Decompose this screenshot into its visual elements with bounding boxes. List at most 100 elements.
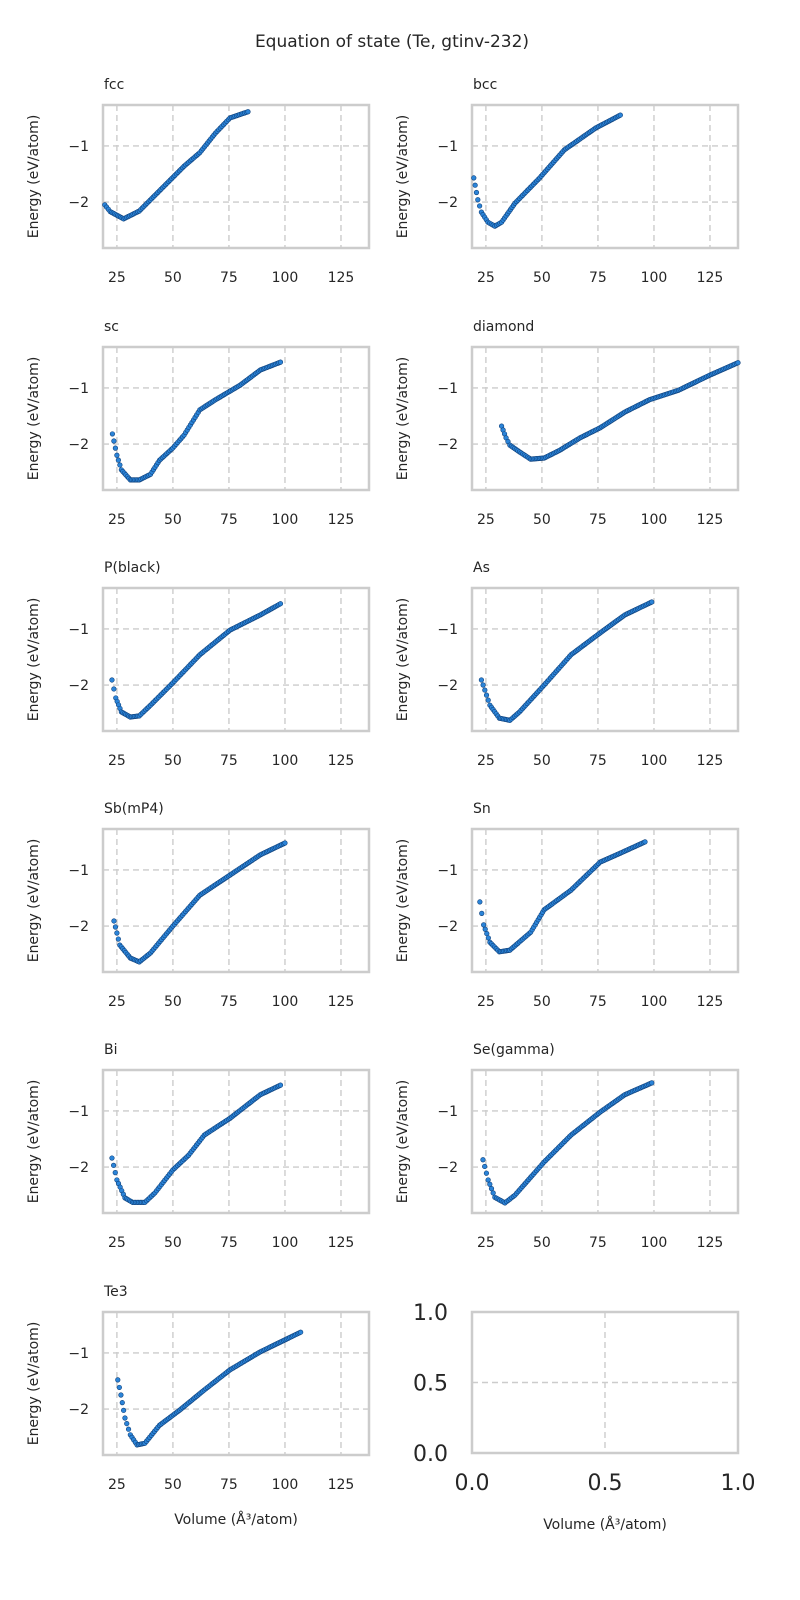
plot-frame xyxy=(101,1068,371,1215)
data-point xyxy=(277,601,284,607)
data-point xyxy=(111,686,117,692)
data-point xyxy=(115,457,121,463)
x-tick-label: 25 xyxy=(477,994,495,1010)
data-point xyxy=(125,1426,132,1432)
data-point xyxy=(484,930,490,937)
data-point xyxy=(112,1170,118,1176)
data-point xyxy=(475,197,481,203)
x-tick-label: 125 xyxy=(328,994,355,1010)
data-point xyxy=(121,1407,127,1413)
plot-frame xyxy=(470,586,740,733)
subplot-diamond: 25 50 75 100 125 −1 −2 diamond Energy (eV/atom) xyxy=(395,319,741,528)
x-tick-label: 25 xyxy=(108,270,126,286)
x-tick-label: 75 xyxy=(220,753,238,769)
figure-title: Equation of state (Te, gtinv-232) xyxy=(255,32,529,52)
y-tick-label: −2 xyxy=(437,919,458,935)
x-axis-label: Volume (Å³/atom) xyxy=(543,1516,667,1533)
subplot-title: Se(gamma) xyxy=(473,1042,555,1058)
y-tick-label: −2 xyxy=(437,1160,458,1176)
data-point xyxy=(481,922,487,928)
x-tick-label: 75 xyxy=(220,1235,238,1251)
x-tick-label: 50 xyxy=(164,753,182,769)
y-axis-label: Energy (eV/atom) xyxy=(26,1322,42,1446)
data-point xyxy=(477,203,483,209)
x-tick-label: 75 xyxy=(220,994,238,1010)
x-tick-label: 25 xyxy=(477,753,495,769)
data-point xyxy=(112,924,119,930)
plot-frame xyxy=(101,103,371,250)
x-tick-label: 0.5 xyxy=(588,1471,623,1496)
data-point xyxy=(735,360,741,366)
plot-frame xyxy=(470,103,740,250)
x-tick-label: 0.0 xyxy=(455,1471,490,1496)
x-tick-label: 75 xyxy=(589,270,607,286)
x-tick-label: 100 xyxy=(272,994,299,1010)
y-tick-label: −1 xyxy=(68,863,89,879)
data-point xyxy=(119,1400,125,1406)
y-axis-label: Energy (eV/atom) xyxy=(395,357,411,481)
data-point xyxy=(111,438,117,444)
y-axis-label: Energy (eV/atom) xyxy=(395,598,411,722)
subplot-title: As xyxy=(473,560,490,576)
data-point xyxy=(109,431,116,437)
x-tick-label: 50 xyxy=(533,1235,551,1251)
data-point xyxy=(488,1186,495,1192)
x-tick-label: 125 xyxy=(697,270,724,286)
data-point xyxy=(642,839,648,845)
x-tick-label: 50 xyxy=(533,270,551,286)
data-point xyxy=(277,1082,284,1088)
data-point xyxy=(482,1163,488,1170)
x-tick-label: 75 xyxy=(589,994,607,1010)
plot-frame xyxy=(101,1310,371,1457)
data-point xyxy=(112,445,118,451)
x-tick-label: 100 xyxy=(641,994,668,1010)
y-tick-label: −2 xyxy=(68,1402,89,1418)
plot-frame xyxy=(470,1310,740,1455)
y-axis-label: Energy (eV/atom) xyxy=(395,115,411,239)
y-tick-label: −2 xyxy=(68,1160,89,1176)
data-point xyxy=(473,189,480,196)
subplot-as: 25 50 75 100 125 −1 −2 As Energy (eV/atom) xyxy=(395,560,740,769)
data-point xyxy=(490,1190,496,1196)
x-tick-label: 50 xyxy=(533,512,551,528)
data-point xyxy=(485,697,491,703)
data-point xyxy=(115,936,121,942)
x-tick-label: 25 xyxy=(477,1235,495,1251)
data-point xyxy=(483,1170,490,1176)
subplot-empty: 0.0 0.0 0.5 0.5 1.0 1.0 Volume (Å³/atom) xyxy=(413,1301,756,1533)
subplot-title: Bi xyxy=(104,1042,118,1058)
y-tick-label: 0.5 xyxy=(413,1372,448,1397)
subplot-title: P(black) xyxy=(104,560,161,576)
data-point xyxy=(472,182,478,188)
y-tick-label: −1 xyxy=(68,1104,89,1120)
x-tick-label: 75 xyxy=(589,753,607,769)
subplot-title: Sn xyxy=(473,801,491,817)
y-tick-label: −2 xyxy=(437,195,458,211)
x-tick-label: 25 xyxy=(108,512,126,528)
x-tick-label: 125 xyxy=(328,270,355,286)
y-tick-label: −1 xyxy=(437,622,458,638)
x-tick-label: 100 xyxy=(272,512,299,528)
plot-frame xyxy=(470,345,740,492)
plot-frame xyxy=(101,586,371,733)
x-tick-label: 100 xyxy=(641,270,668,286)
y-tick-label: −1 xyxy=(437,1104,458,1120)
y-axis-label: Energy (eV/atom) xyxy=(395,839,411,963)
subplot-sc: 25 50 75 100 125 −1 −2 sc Energy (eV/atom) xyxy=(26,319,371,528)
x-tick-label: 125 xyxy=(328,753,355,769)
data-point xyxy=(480,682,486,688)
data-point xyxy=(479,910,485,916)
y-tick-label: −1 xyxy=(437,381,458,397)
x-tick-label: 50 xyxy=(164,270,182,286)
y-tick-label: −1 xyxy=(437,863,458,879)
subplot-te3: 25 50 75 100 125 −1 −2 Te3 Energy (eV/atom) Volum… xyxy=(26,1284,371,1528)
subplot-se-gamma-: 25 50 75 100 125 −1 −2 Se(gamma) Energy (eV/atom… xyxy=(395,1042,740,1251)
subplot-bi: 25 50 75 100 125 −1 −2 Bi Energy (eV/atom) xyxy=(26,1042,371,1251)
x-tick-label: 75 xyxy=(220,270,238,286)
data-point xyxy=(124,1420,130,1427)
x-tick-label: 75 xyxy=(589,1235,607,1251)
x-tick-label: 25 xyxy=(108,994,126,1010)
x-tick-label: 125 xyxy=(697,1235,724,1251)
y-tick-label: −1 xyxy=(437,139,458,155)
